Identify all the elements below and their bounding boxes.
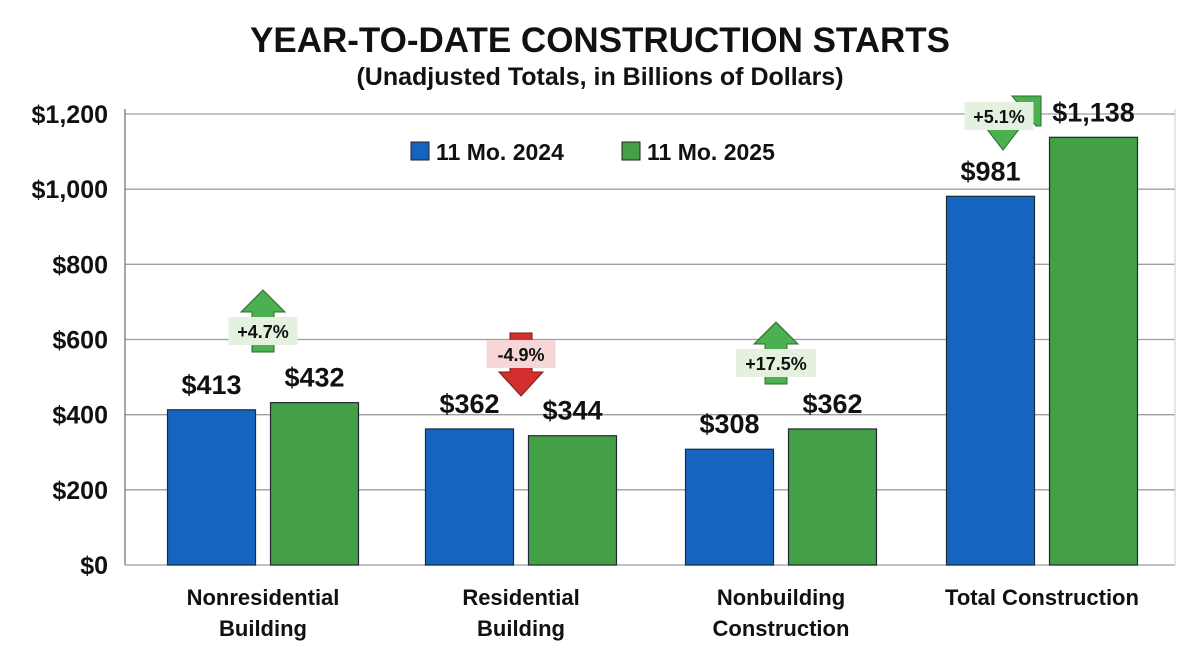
data-label: $308 <box>699 409 759 439</box>
chart-subtitle: (Unadjusted Totals, in Billions of Dolla… <box>356 63 843 91</box>
data-label: $344 <box>542 396 602 426</box>
data-label: $413 <box>181 370 241 400</box>
category-label: Nonbuilding <box>717 585 845 610</box>
bar-2025 <box>527 435 618 566</box>
change-label: +4.7% <box>237 322 289 342</box>
y-tick-label: $1,000 <box>32 176 108 204</box>
legend-label-2024: 11 Mo. 2024 <box>436 139 564 165</box>
y-tick-label: $1,200 <box>32 101 108 129</box>
change-label: +17.5% <box>745 354 807 374</box>
change-label: +5.1% <box>973 107 1025 127</box>
bar-2024 <box>684 448 775 566</box>
data-label: $432 <box>284 363 344 393</box>
change-annotation: +4.7% <box>228 289 298 353</box>
bar-2024 <box>166 409 257 566</box>
category-label: Building <box>477 616 565 641</box>
data-label: $981 <box>960 156 1020 186</box>
data-label: $362 <box>802 389 862 419</box>
bar-2025 <box>787 428 878 566</box>
y-tick-label: $400 <box>52 402 108 430</box>
change-annotation: +17.5% <box>736 321 816 385</box>
bar-2024 <box>424 428 515 566</box>
chart-title: YEAR-TO-DATE CONSTRUCTION STARTS <box>250 21 950 60</box>
legend-swatch-2024 <box>410 141 430 161</box>
bar-2025 <box>1048 136 1139 566</box>
data-label: $1,138 <box>1052 97 1135 127</box>
y-tick-label: $800 <box>52 251 108 279</box>
legend-swatch-2025 <box>621 141 641 161</box>
change-badge <box>228 317 298 345</box>
arrow-icon <box>984 127 1022 151</box>
data-label: $362 <box>439 389 499 419</box>
category-label: Total Construction <box>945 585 1139 610</box>
change-annotation: +5.1% <box>964 95 1042 151</box>
change-badge <box>486 340 556 368</box>
category-label: Building <box>219 616 307 641</box>
category-label: Nonresidential <box>187 585 340 610</box>
change-label: -4.9% <box>497 345 544 365</box>
category-label: Residential <box>462 585 579 610</box>
bar-2025 <box>269 402 360 566</box>
bar-2024 <box>945 195 1036 566</box>
legend-label-2025: 11 Mo. 2025 <box>647 139 775 165</box>
change-annotation: -4.9% <box>486 332 556 397</box>
y-tick-label: $0 <box>80 552 108 580</box>
change-badge <box>964 102 1034 130</box>
y-tick-label: $200 <box>52 477 108 505</box>
change-badge <box>736 349 816 377</box>
legend: 11 Mo. 2024 11 Mo. 2025 <box>410 139 775 165</box>
y-tick-label: $600 <box>52 327 108 355</box>
category-label: Construction <box>713 616 850 641</box>
